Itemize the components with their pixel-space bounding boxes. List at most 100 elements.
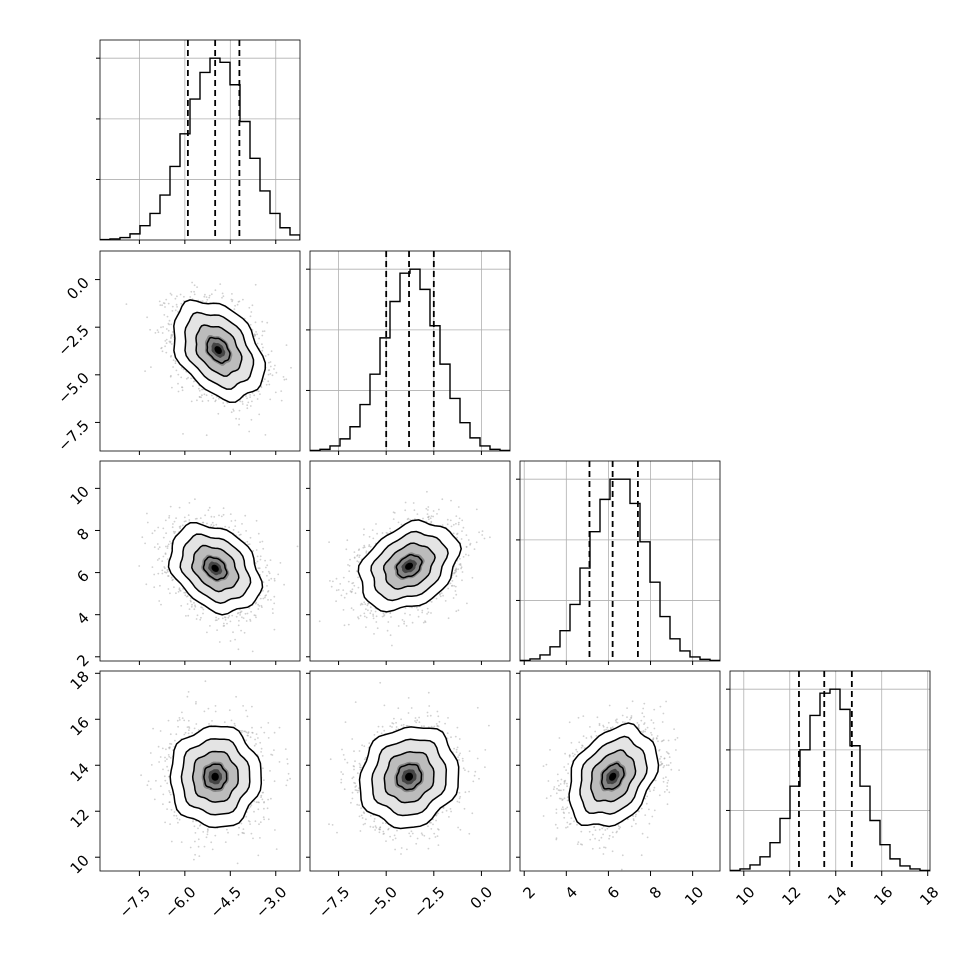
scatter-point [166, 315, 169, 318]
scatter-point [167, 588, 170, 590]
scatter-point [194, 498, 196, 501]
scatter-point [240, 610, 243, 613]
scatter-point [375, 615, 378, 618]
scatter-point [178, 587, 181, 590]
scatter-point [230, 520, 233, 522]
scatter-point [369, 606, 372, 609]
scatter-point [429, 517, 432, 520]
scatter-point [454, 590, 457, 592]
scatter-point [198, 396, 201, 398]
scatter-point [214, 399, 217, 402]
scatter-point [381, 532, 384, 534]
scatter-point [172, 530, 175, 533]
scatter-point [226, 401, 229, 404]
scatter-point [187, 376, 190, 379]
scatter-point [193, 602, 195, 604]
scatter-point [184, 594, 187, 597]
scatter-point [376, 627, 379, 630]
scatter-point [362, 533, 365, 536]
scatter-point [400, 523, 403, 526]
scatter-point [201, 388, 203, 391]
scatter-point [165, 545, 167, 548]
scatter-point [374, 610, 377, 613]
scatter-point [267, 353, 270, 356]
scatter-point [248, 430, 251, 433]
panel-frame [519, 460, 721, 662]
scatter-point [191, 281, 194, 284]
scatter-point [253, 394, 256, 397]
scatter-point [168, 515, 171, 517]
scatter-point [162, 536, 165, 539]
scatter-point [417, 615, 420, 618]
scatter-point [425, 507, 428, 510]
scatter-point [250, 610, 253, 613]
scatter-point [262, 581, 265, 584]
scatter-point [161, 569, 164, 572]
scatter-point [196, 286, 199, 288]
scatter-point [257, 567, 260, 570]
scatter-point [415, 606, 418, 609]
scatter-point [342, 609, 345, 611]
scatter-point [258, 567, 261, 570]
scatter-point [249, 315, 252, 318]
scatter-point [363, 546, 366, 549]
scatter-point [195, 618, 198, 620]
histogram-panel-x0 [96, 39, 301, 241]
scatter-point [160, 326, 162, 329]
scatter-point [194, 518, 197, 520]
scatter-point [343, 624, 346, 627]
scatter-point [179, 589, 181, 592]
scatter-point [256, 555, 259, 558]
contour-line [167, 521, 264, 616]
scatter-point [452, 597, 455, 599]
scatter-point [252, 550, 255, 552]
scatter-point [170, 576, 173, 579]
scatter-point [457, 506, 460, 508]
scatter-point [229, 620, 232, 623]
scatter-point [262, 547, 265, 550]
scatter-point [430, 601, 433, 603]
scatter-point [260, 386, 263, 389]
scatter-point [421, 609, 424, 612]
scatter-point [214, 619, 217, 622]
scatter-point [261, 349, 264, 352]
scatter-point [175, 592, 177, 595]
scatter-point [220, 515, 223, 518]
scatter-point [260, 604, 263, 607]
scatter-point [256, 333, 258, 336]
scatter-point [459, 557, 461, 560]
scatter-point [146, 521, 149, 524]
scatter-point [357, 616, 359, 619]
scatter-point [146, 316, 149, 319]
scatter-point [261, 334, 264, 337]
scatter-point [192, 385, 194, 387]
scatter-point [357, 586, 360, 589]
scatter-point [181, 389, 184, 392]
scatter-point [451, 580, 454, 582]
scatter-point [232, 408, 235, 411]
scatter-point [246, 540, 249, 543]
scatter-point [181, 386, 183, 389]
scatter-point [446, 523, 449, 526]
scatter-point [166, 545, 169, 548]
scatter-point [389, 530, 392, 533]
scatter-point [232, 529, 235, 531]
scatter-point [347, 623, 350, 626]
scatter-point [440, 592, 443, 594]
scatter-point [157, 572, 160, 575]
scatter-point [263, 378, 266, 381]
scatter-point [350, 607, 353, 610]
scatter-point [471, 576, 474, 579]
scatter-point [194, 604, 196, 607]
scatter-point [268, 383, 271, 386]
scatter-point [259, 541, 261, 543]
scatter-point [236, 303, 239, 306]
scatter-point [362, 546, 365, 549]
scatter-point [231, 300, 234, 303]
scatter-point [280, 399, 283, 402]
scatter-point [190, 377, 193, 380]
scatter-point [409, 614, 411, 616]
scatter-point [169, 292, 172, 295]
scatter-point [357, 561, 360, 563]
scatter-point [409, 519, 411, 521]
